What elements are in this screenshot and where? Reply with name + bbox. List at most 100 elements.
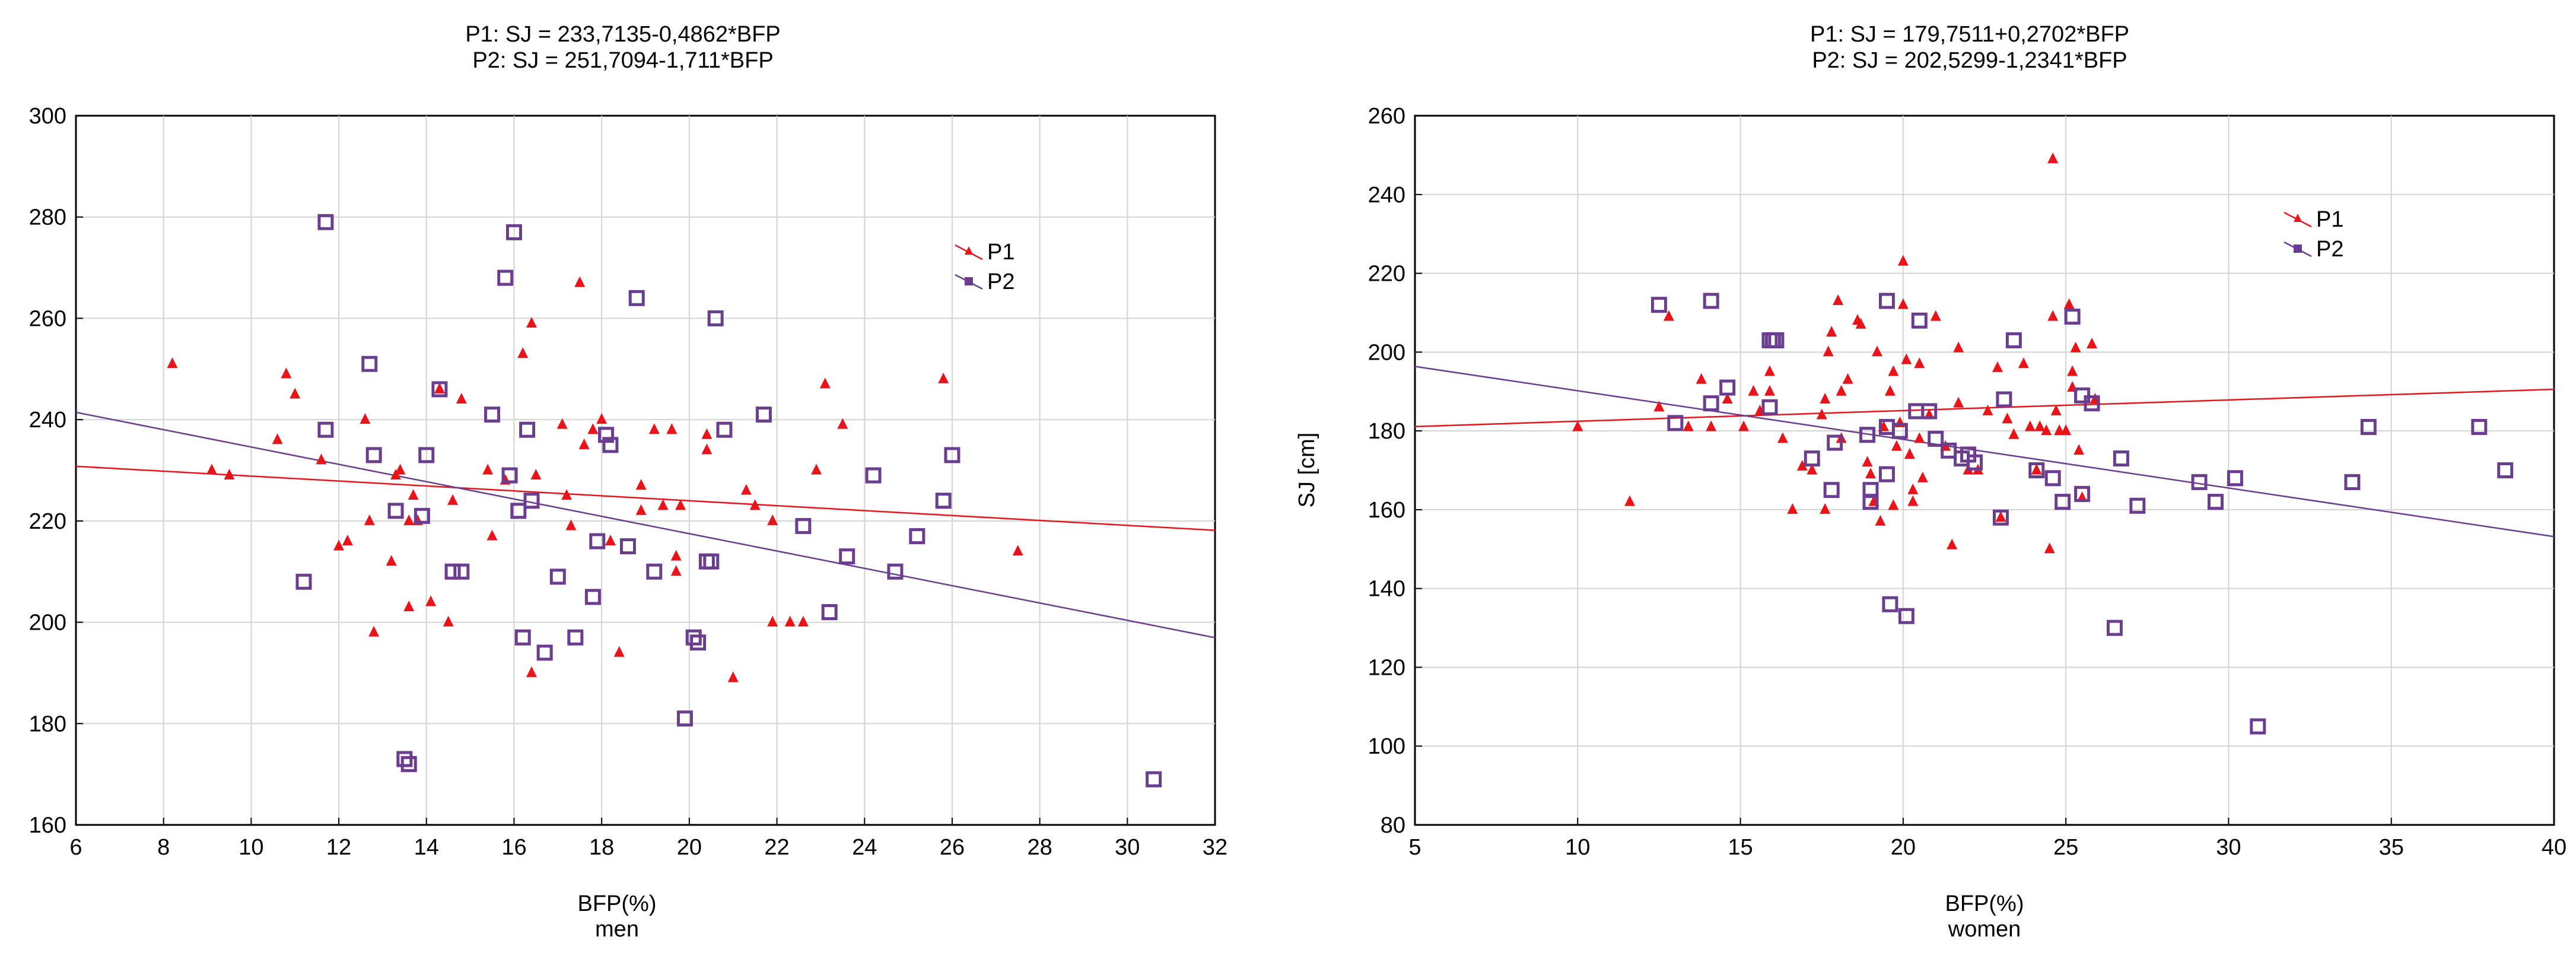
data-point-p2 (2064, 309, 2081, 325)
data-point-p2 (598, 427, 615, 443)
legend-marker-p2 (965, 277, 973, 285)
data-point-p1 (635, 504, 647, 515)
data-point-p1 (1807, 463, 1818, 475)
y-tick-label: 300 (29, 104, 66, 129)
data-point-p1 (364, 514, 375, 525)
data-point-p2 (865, 467, 882, 484)
data-point-p2 (1804, 450, 1820, 467)
data-point-p1 (1706, 420, 1717, 431)
data-point-p1 (1764, 385, 1775, 396)
women-title-line-1: P1: SJ = 179,7511+0,2702*BFP (1810, 22, 2129, 47)
women-y-axis-label: SJ [cm] (1295, 433, 1319, 508)
legend-marker-p1 (965, 246, 973, 255)
data-point-p1 (2050, 404, 2062, 415)
data-point-p1 (2034, 420, 2046, 431)
x-tick-label: 30 (1115, 835, 1140, 860)
data-point-p2 (619, 538, 636, 555)
data-point-p1 (2024, 420, 2036, 431)
data-point-p1 (2067, 365, 2078, 376)
men-y-ticks: 160 180 200 220 240 260 280 300 (29, 104, 83, 838)
data-point-p1 (1992, 361, 2003, 372)
x-tick-label: 8 (157, 835, 170, 860)
data-point-p1 (938, 372, 949, 383)
data-point-p1 (1982, 404, 1993, 415)
data-point-p2 (431, 381, 448, 398)
data-point-p1 (837, 418, 848, 429)
data-point-p1 (1884, 385, 1896, 396)
data-point-p1 (1833, 294, 1844, 306)
data-point-p2 (505, 224, 522, 240)
women-fit-lines (1414, 366, 2555, 538)
x-tick-label: 10 (238, 835, 263, 860)
data-point-p2 (414, 507, 430, 524)
data-point-p1 (1855, 317, 1866, 329)
data-point-p2 (935, 493, 952, 509)
data-point-p1 (530, 469, 542, 480)
data-point-p2 (510, 503, 527, 519)
data-point-p1 (1836, 385, 1847, 396)
data-point-p1 (740, 484, 752, 495)
legend-label-p1: P1 (2316, 207, 2343, 232)
data-point-p1 (670, 550, 682, 561)
data-point-p1 (1947, 538, 1958, 550)
data-point-p2 (361, 355, 378, 372)
men-x-axis-sublabel: men (595, 917, 639, 942)
x-tick-label: 5 (1408, 835, 1421, 860)
data-point-p1 (403, 514, 415, 525)
data-point-p1 (1820, 393, 1831, 404)
data-point-p1 (2073, 444, 2085, 455)
data-point-p1 (1722, 393, 1733, 404)
data-point-p2 (755, 407, 772, 423)
men-points (167, 214, 1162, 787)
data-point-p2 (1967, 454, 1983, 471)
data-point-p2 (1911, 312, 1928, 329)
x-tick-label: 6 (69, 835, 82, 860)
data-point-p2 (1878, 466, 1895, 482)
data-point-p1 (670, 565, 682, 576)
data-point-p2 (887, 563, 904, 580)
data-point-p2 (2044, 470, 2061, 487)
data-point-p1 (657, 499, 669, 510)
women-chart: P1: SJ = 179,7511+0,2702*BFP P2: SJ = 20… (1295, 22, 2567, 942)
data-point-p1 (587, 423, 599, 434)
data-point-p1 (2060, 424, 2072, 436)
data-point-p1 (797, 615, 809, 627)
data-point-p2 (1921, 403, 1938, 420)
data-point-p2 (501, 467, 518, 484)
data-point-p1 (701, 428, 713, 439)
data-point-p1 (1930, 310, 1941, 321)
data-point-p1 (224, 469, 235, 480)
data-point-p2 (1862, 494, 1879, 510)
data-point-p1 (1696, 373, 1707, 384)
data-point-p2 (1146, 771, 1162, 787)
data-point-p1 (1683, 420, 1694, 431)
data-point-p1 (403, 600, 415, 611)
data-point-p1 (1914, 357, 1925, 369)
data-point-p1 (578, 438, 590, 449)
data-point-p2 (2106, 620, 2123, 636)
y-tick-label: 160 (29, 813, 66, 838)
data-point-p1 (1875, 515, 1886, 526)
data-point-p2 (602, 437, 619, 453)
data-point-p1 (386, 555, 397, 566)
data-point-p2 (1667, 415, 1684, 431)
x-tick-label: 26 (940, 835, 965, 860)
x-tick-label: 10 (1565, 835, 1590, 860)
data-point-p2 (2129, 497, 2146, 514)
data-point-p1 (1820, 503, 1831, 514)
data-point-p2 (523, 493, 540, 509)
women-grid (1415, 116, 2554, 825)
x-tick-label: 35 (2379, 835, 2404, 860)
data-point-p2 (387, 503, 404, 519)
data-point-p1 (1748, 385, 1759, 396)
y-tick-label: 240 (1368, 183, 1405, 208)
men-fit-lines (75, 411, 1216, 639)
data-point-p2 (514, 629, 531, 646)
data-point-p1 (2070, 341, 2081, 353)
data-point-p1 (316, 453, 327, 465)
data-point-p1 (1862, 456, 1873, 467)
data-point-p2 (2471, 418, 2488, 435)
men-title-line-2: P2: SJ = 251,7094-1,711*BFP (472, 48, 773, 73)
